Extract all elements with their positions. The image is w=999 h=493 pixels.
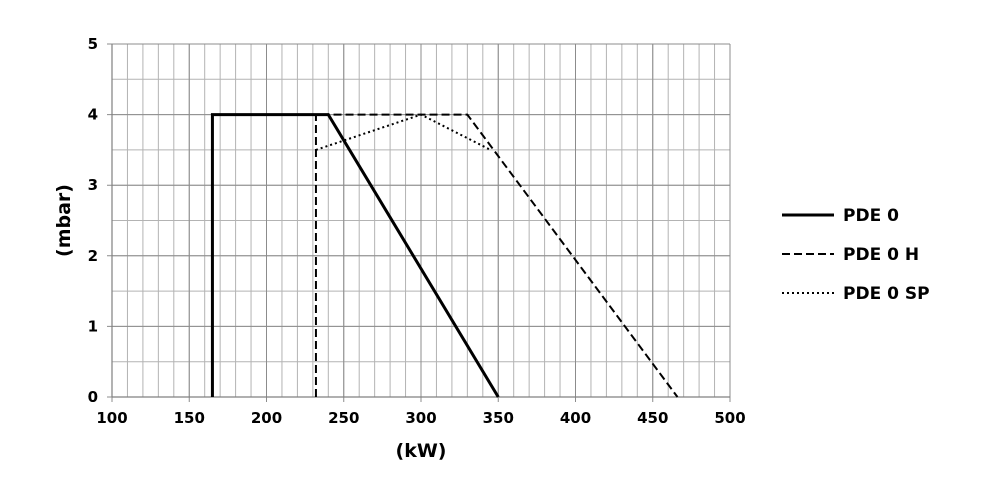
x-tick-label: 350 [483,409,514,427]
y-axis-title: (mbar) [53,184,75,257]
x-tick-label: 450 [637,409,668,427]
x-tick-label: 250 [328,409,359,427]
x-axis-ticks: 100 150 200 250 300 350 400 450 500 [96,409,745,427]
series-line-1 [210,113,500,398]
legend-label-1: PDE 0 [843,206,899,226]
x-tick-label: 150 [174,409,205,427]
x-tick-label: 300 [405,409,436,427]
y-tick-label: 5 [88,35,98,53]
series-line-3 [315,113,491,151]
legend-label-2: PDE 0 H [843,245,919,265]
x-tick-label: 400 [560,409,591,427]
x-tick-label: 100 [96,409,127,427]
legend-label-3: PDE 0 SP [843,284,930,304]
x-axis-title: (kW) [396,440,447,462]
x-tick-label: 500 [714,409,745,427]
x-tick-label: 200 [251,409,282,427]
grid-major [107,43,731,402]
y-tick-label: 3 [88,176,98,194]
y-tick-label: 1 [88,317,98,335]
y-tick-label: 4 [88,106,98,124]
series-layer [210,113,679,398]
y-axis-ticks: 0 1 2 3 4 5 [88,35,98,406]
y-tick-label: 0 [88,388,98,406]
y-tick-label: 2 [88,247,98,265]
legend: PDE 0 PDE 0 H PDE 0 SP [782,206,930,304]
